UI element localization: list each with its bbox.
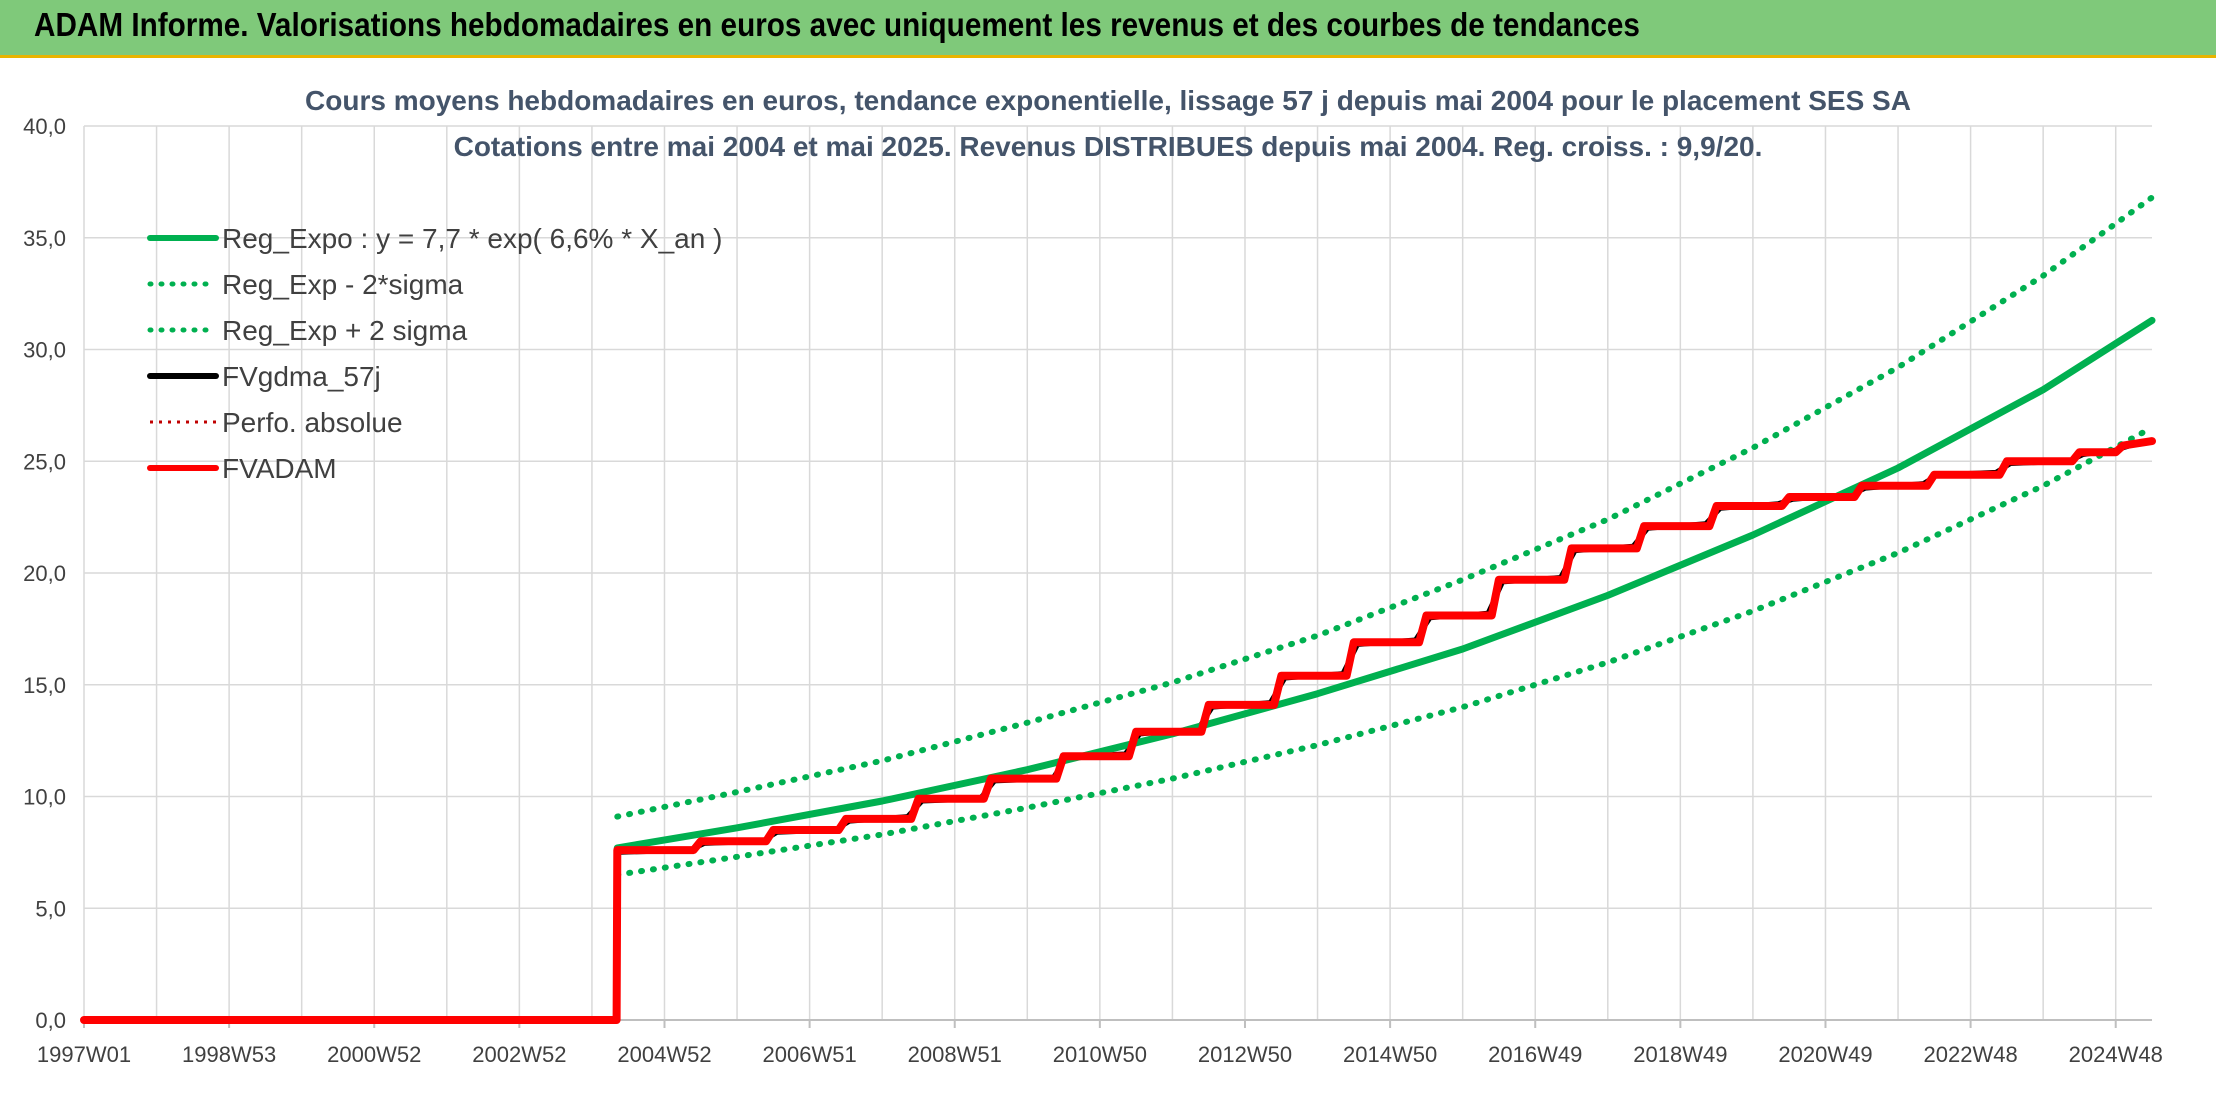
y-tick-label: 40,0 bbox=[23, 114, 66, 139]
series-line-4 bbox=[84, 439, 2153, 1022]
y-tick-label: 0,0 bbox=[35, 1008, 66, 1033]
page-title: ADAM Informe. Valorisations hebdomadaire… bbox=[34, 6, 1640, 43]
x-tick-label: 2004W52 bbox=[617, 1042, 711, 1067]
x-tick-label: 1997W01 bbox=[37, 1042, 131, 1067]
y-tick-label: 35,0 bbox=[23, 226, 66, 251]
axes: 0,0 5,0 10,0 15,0 20,0 25,0 30,0 35,0 40,0 1997W0… bbox=[23, 114, 2163, 1067]
chart-area: Cours moyens hebdomadaires en euros, ten… bbox=[0, 58, 2216, 1106]
y-tick-label: 15,0 bbox=[23, 673, 66, 698]
series bbox=[80, 194, 2156, 1024]
y-tick-label: 25,0 bbox=[23, 449, 66, 474]
chart-title-line-1: Cours moyens hebdomadaires en euros, ten… bbox=[305, 85, 1911, 116]
x-tick-label: 1998W53 bbox=[182, 1042, 276, 1067]
x-tick-label: 2020W49 bbox=[1778, 1042, 1872, 1067]
x-tick-label: 2006W51 bbox=[763, 1042, 857, 1067]
x-tick-label: 2008W51 bbox=[908, 1042, 1002, 1067]
grid bbox=[83, 125, 2152, 1021]
series-line-1 bbox=[614, 424, 2155, 878]
legend-label: FVgdma_57j bbox=[222, 361, 381, 392]
x-tick-label: 2010W50 bbox=[1053, 1042, 1147, 1067]
legend: Reg_Expo : y = 7,7 * exp( 6,6% * X_an ) R… bbox=[147, 223, 722, 484]
x-tick-label: 2014W50 bbox=[1343, 1042, 1437, 1067]
chart-title-line-2: Cotations entre mai 2004 et mai 2025. Re… bbox=[454, 131, 1763, 162]
line-chart: Cours moyens hebdomadaires en euros, ten… bbox=[23, 85, 2163, 1067]
series-line-0 bbox=[613, 316, 2156, 852]
x-tick-label: 2000W52 bbox=[327, 1042, 421, 1067]
x-tick-label: 2022W48 bbox=[1924, 1042, 2018, 1067]
legend-label: Reg_Exp - 2*sigma bbox=[222, 269, 464, 300]
y-tick-label: 5,0 bbox=[35, 896, 66, 921]
series-line-5 bbox=[80, 437, 2156, 1024]
x-tick-label: 2012W50 bbox=[1198, 1042, 1292, 1067]
y-tick-label: 30,0 bbox=[23, 338, 66, 363]
x-tick-label: 2024W48 bbox=[2069, 1042, 2163, 1067]
legend-label: FVADAM bbox=[222, 453, 337, 484]
legend-label: Reg_Exp + 2 sigma bbox=[222, 315, 468, 346]
chart-title: Cours moyens hebdomadaires en euros, ten… bbox=[305, 85, 1911, 162]
x-tick-label: 2002W52 bbox=[472, 1042, 566, 1067]
x-tick-label: 2018W49 bbox=[1633, 1042, 1727, 1067]
legend-label: Perfo. absolue bbox=[222, 407, 403, 438]
legend-label: Reg_Expo : y = 7,7 * exp( 6,6% * X_an ) bbox=[222, 223, 722, 254]
x-tick-label: 2016W49 bbox=[1488, 1042, 1582, 1067]
series-line-2 bbox=[614, 194, 2155, 820]
series-line-3 bbox=[81, 438, 2155, 1023]
y-tick-label: 20,0 bbox=[23, 561, 66, 586]
header-banner: ADAM Informe. Valorisations hebdomadaire… bbox=[0, 0, 2216, 58]
y-tick-label: 10,0 bbox=[23, 785, 66, 810]
